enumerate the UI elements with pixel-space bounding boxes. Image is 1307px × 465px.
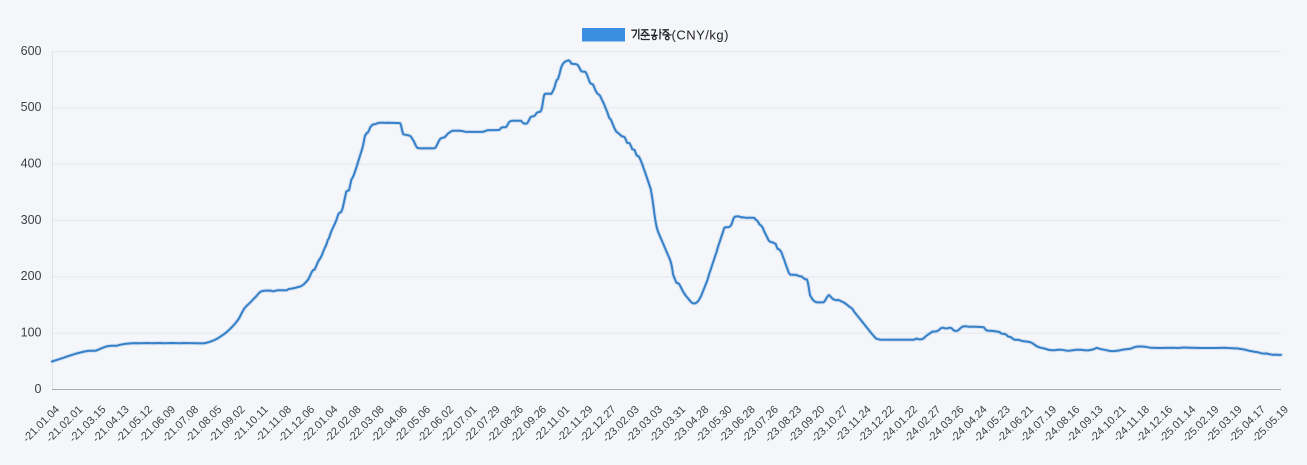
svg-text:600: 600 [21, 44, 42, 58]
svg-text:300: 300 [21, 213, 42, 227]
svg-text:0: 0 [35, 382, 42, 396]
svg-text:(CNY/kg): (CNY/kg) [672, 27, 729, 42]
svg-text:400: 400 [21, 157, 42, 171]
svg-text:500: 500 [21, 100, 42, 114]
svg-text:200: 200 [21, 269, 42, 283]
svg-text:100: 100 [21, 326, 42, 340]
